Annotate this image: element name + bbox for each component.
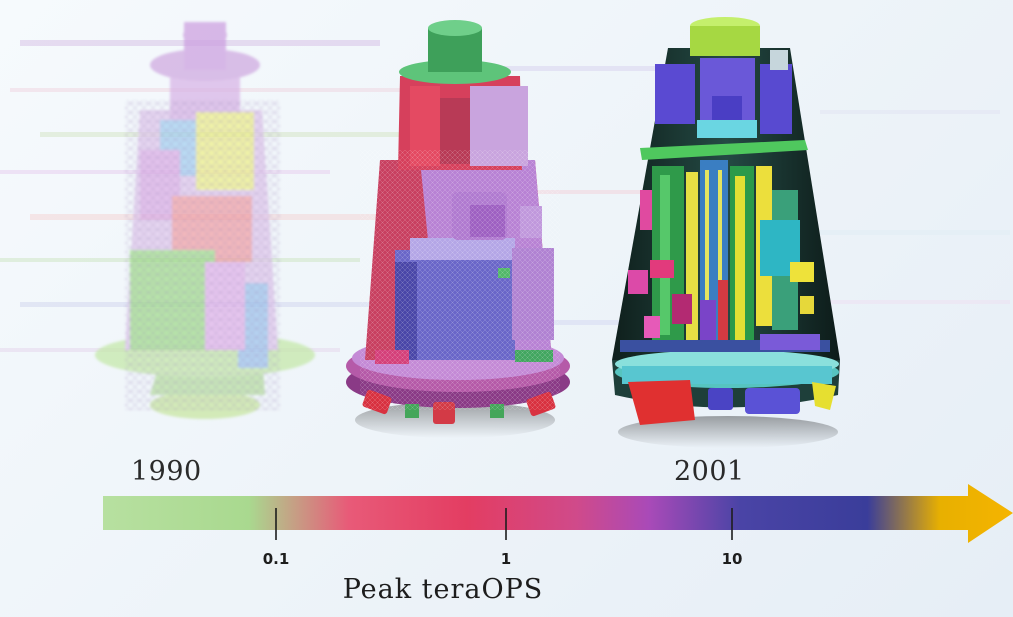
1990-wireframe-model [95,22,315,419]
start-year-label: 1990 [131,456,202,487]
mid-era-solid-model [346,20,570,438]
tick-label-1: 1 [500,550,512,568]
axis-title: Peak teraOPS [342,574,544,605]
end-year-label: 2001 [674,456,745,487]
2001-cutaway-model [612,17,840,448]
tick-label-10: 10 [721,550,743,568]
timeline-ticks [275,508,733,540]
tick-label-0.1: 0.1 [262,550,290,568]
timeline-arrow [103,484,1013,543]
